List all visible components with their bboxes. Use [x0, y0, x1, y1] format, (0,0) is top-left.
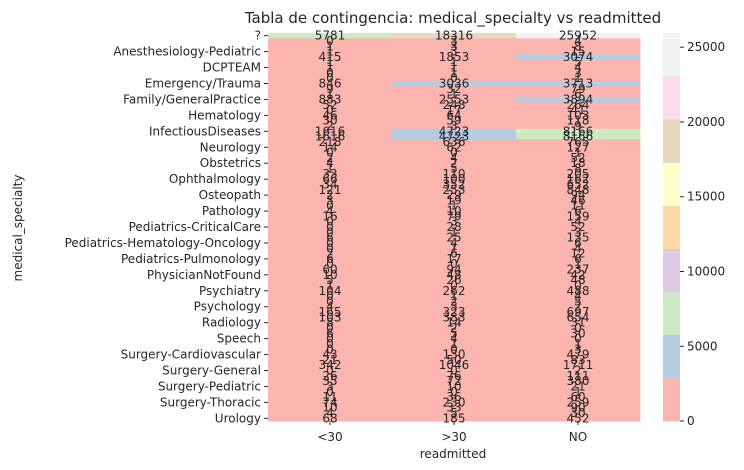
y-tick-label: Emergency/Trauma	[145, 76, 261, 90]
colorbar-segment	[663, 292, 680, 336]
y-tick-label: Surgery-General	[162, 364, 261, 378]
colorbar-tick-label: 5000	[687, 339, 718, 353]
colorbar: 0 5000 10000 15000 20000 25000	[663, 33, 725, 428]
y-tick-label: Anesthesiology-Pediatric	[113, 45, 261, 59]
y-tick-label: Urology	[215, 411, 261, 425]
x-tick-label: >30	[441, 430, 466, 444]
colorbar-tick-label: 15000	[687, 190, 725, 204]
y-tick-label: Pathology	[202, 204, 261, 218]
y-tick-label: DCPTEAM	[203, 61, 261, 75]
y-tick-label: Family/GeneralPractice	[123, 92, 261, 106]
y-tick-label: Surgery-Pediatric	[158, 379, 261, 393]
chart-title: Tabla de contingencia: medical_specialty…	[244, 9, 661, 28]
y-tick-label: Psychiatry	[199, 284, 261, 298]
colorbar-tick-label: 20000	[687, 115, 725, 129]
y-tick-label: Pediatrics-Hematology-Oncology	[65, 236, 261, 250]
y-tick-label: Neurology	[200, 140, 261, 154]
colorbar-segment	[663, 335, 680, 379]
y-axis-label: medical_specialty	[11, 175, 25, 282]
y-tick-label: PhysicianNotFound	[147, 268, 261, 282]
colorbar-tick-label: 10000	[687, 264, 725, 278]
colorbar-segment	[663, 378, 680, 422]
y-tick-label: Psychology	[194, 300, 261, 314]
colorbar-segment	[663, 76, 680, 120]
colorbar-tick-label: 0	[687, 414, 695, 428]
y-tick-label: Radiology	[202, 316, 261, 330]
colorbar-segment	[663, 205, 680, 249]
y-tick-label: Pediatrics-CriticalCare	[129, 220, 261, 234]
y-tick-label: Obstetrics	[200, 156, 261, 170]
y-tick-label: Hematology	[188, 108, 261, 122]
colorbar-segment	[663, 33, 680, 77]
y-tick-label: InfectiousDiseases	[149, 124, 261, 138]
x-tick-label: NO	[569, 430, 587, 444]
y-tick-label: Ophthalmology	[169, 172, 261, 186]
y-tick-label: Surgery-Cardiovascular	[121, 348, 261, 362]
y-tick-label: Speech	[217, 332, 261, 346]
y-tick-label: Osteopath	[199, 188, 261, 202]
y-tick-label: ?	[255, 29, 261, 43]
x-tick-label: <30	[317, 430, 342, 444]
colorbar-segment	[663, 162, 680, 206]
colorbar-tick-label: 25000	[687, 40, 725, 54]
x-axis-label: readmitted	[420, 447, 486, 461]
y-tick-label: Surgery-Thoracic	[160, 395, 261, 409]
colorbar-segment	[663, 249, 680, 293]
colorbar-segment	[663, 119, 680, 163]
y-axis-ticks: ? Anesthesiology-Pediatric DCPTEAMEmergenc…	[65, 29, 268, 426]
y-tick-label: Pediatrics-Pulmonology	[121, 252, 261, 266]
